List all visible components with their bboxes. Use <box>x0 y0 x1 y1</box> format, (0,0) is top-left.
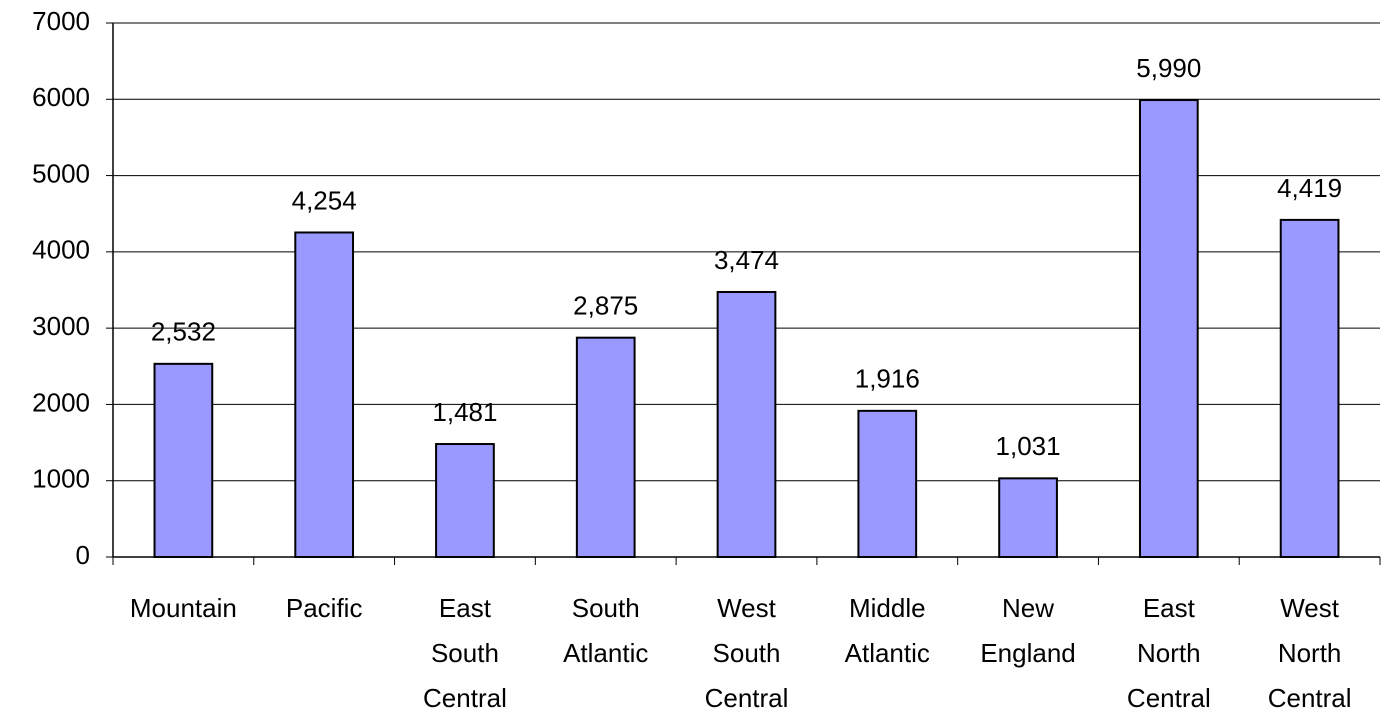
y-tick-label: 4000 <box>32 235 90 265</box>
value-label: 2,532 <box>151 317 216 347</box>
x-tick-label: East North Central <box>1126 593 1211 713</box>
y-tick-label: 2000 <box>32 387 90 417</box>
bar <box>716 290 777 558</box>
bar <box>435 443 495 558</box>
y-tick-label: 6000 <box>32 82 90 112</box>
value-label: 1,481 <box>432 397 497 427</box>
x-tick-label: Middle Atlantic <box>844 593 930 668</box>
y-tick-label: 7000 <box>32 6 90 36</box>
bar <box>153 362 214 558</box>
y-tick-label: 1000 <box>32 464 90 494</box>
x-tick-label: West South Central <box>704 593 789 713</box>
bar <box>575 336 636 558</box>
value-label: 3,474 <box>714 245 779 275</box>
y-tick-label: 0 <box>76 540 90 570</box>
y-tick-label: 5000 <box>32 158 90 188</box>
bar <box>1279 218 1340 558</box>
value-label: 2,875 <box>573 291 638 321</box>
value-label: 1,031 <box>996 431 1061 461</box>
x-tick-label: Pacific <box>285 593 363 623</box>
bar <box>294 231 355 559</box>
x-tick-label: East South Central <box>423 593 507 713</box>
y-tick-label: 3000 <box>32 311 90 341</box>
x-tick-label: South Atlantic <box>563 593 649 668</box>
x-tick-label: West North Central <box>1267 593 1352 713</box>
x-tick-label: Mountain <box>129 593 237 623</box>
x-tick-label: New England <box>980 593 1076 668</box>
value-label: 4,254 <box>292 185 357 215</box>
bar <box>998 477 1058 558</box>
value-label: 1,916 <box>855 364 920 394</box>
value-label: 5,990 <box>1136 53 1201 83</box>
bar <box>1138 99 1199 558</box>
bar <box>857 409 918 558</box>
value-label: 4,419 <box>1277 173 1342 203</box>
